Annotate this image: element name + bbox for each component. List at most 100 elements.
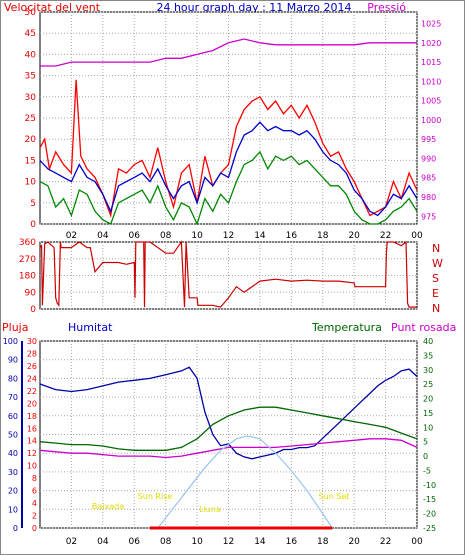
humidity-tick-label: 20 — [8, 487, 18, 496]
humidity-temperature-x-ticks: 02 04 06 08 10 12 14 16 18 20 22 00 — [66, 537, 423, 547]
wind-average-line — [39, 121, 418, 217]
rain-tick-label: 24 — [27, 374, 37, 383]
wind-speed-tick-label: 20 — [25, 135, 37, 145]
x-tick-label: 10 — [191, 231, 203, 241]
compass-label: N — [432, 242, 440, 255]
x-tick-label: 22 — [380, 537, 391, 547]
solar-curve-line — [157, 435, 333, 529]
rain-tick-label: 8 — [32, 474, 37, 483]
rain-tick-label: 14 — [27, 437, 37, 446]
x-tick-label: 18 — [317, 537, 329, 547]
wind-speed-tick-label: 15 — [25, 156, 36, 166]
temperature-ticks: -25 -20 -15 -10 -5 0 5 10 15 20 25 30 35 40 — [423, 337, 436, 533]
wind-speed-tick-label: 30 — [25, 93, 37, 103]
wind-direction-line — [39, 240, 417, 308]
humidity-tick-label: 70 — [8, 393, 18, 402]
rain-tick-label: 30 — [27, 337, 37, 346]
temperature-tick-label: 20 — [423, 395, 433, 404]
humidity-tick-label: 40 — [8, 449, 18, 458]
annotation-baixada: Baixada — [92, 502, 124, 511]
x-tick-label: 06 — [129, 231, 141, 241]
x-tick-label: 08 — [160, 231, 172, 241]
rain-tick-label: 0 — [32, 524, 37, 533]
compass-label: E — [432, 287, 439, 300]
wind-speed-ticks: 0 5 10 15 20 25 30 35 40 45 50 — [25, 8, 37, 230]
humidity-temperature-grid — [40, 340, 418, 529]
wind-low-line — [39, 150, 418, 226]
temperature-tick-label: -5 — [423, 466, 431, 475]
humidity-temperature-series — [39, 366, 418, 530]
dewpoint-line — [39, 438, 418, 459]
wind-direction-tick-label: 360 — [19, 238, 36, 248]
humidity-tick-label: 0 — [13, 524, 18, 533]
temperature-tick-label: -10 — [423, 481, 436, 490]
pressure-tick-label: 975 — [421, 212, 436, 221]
humidity-tick-label: 50 — [8, 431, 18, 440]
x-tick-label: 06 — [129, 537, 141, 547]
temperature-tick-label: 5 — [423, 438, 428, 447]
temperature-tick-label: 30 — [423, 366, 433, 375]
temperature-tick-label: -20 — [423, 510, 436, 519]
compass-label: S — [432, 272, 439, 285]
rain-tick-label: 2 — [32, 512, 37, 521]
wind-speed-tick-label: 50 — [25, 8, 37, 18]
x-tick-label: 02 — [66, 231, 77, 241]
pressure-tick-label: 1025 — [421, 20, 441, 29]
x-tick-label: 20 — [348, 231, 360, 241]
temperature-tick-label: -15 — [423, 495, 436, 504]
x-tick-label: 02 — [66, 537, 77, 547]
wind-speed-axis-title: Velocitat del vent — [4, 1, 101, 14]
temperature-tick-label: 35 — [423, 351, 433, 360]
rain-tick-label: 18 — [27, 412, 37, 421]
x-tick-label: 22 — [380, 231, 391, 241]
chart-title: 24 hour graph day : 11 Marzo 2014 — [156, 1, 351, 14]
annotation-sun-rise: Sun Rise — [138, 492, 173, 501]
temperature-line — [39, 406, 418, 451]
humidity-tick-label: 60 — [8, 412, 18, 421]
x-tick-label: 14 — [254, 537, 266, 547]
rain-tick-label: 6 — [32, 487, 37, 496]
wind-direction-tick-label: 180 — [19, 272, 36, 282]
wind-speed-tick-label: 0 — [30, 220, 36, 230]
x-tick-label: 04 — [97, 537, 109, 547]
pressure-tick-label: 990 — [421, 154, 436, 163]
pressure-tick-label: 1015 — [421, 58, 441, 67]
wind-pressure-series — [39, 38, 418, 226]
temperature-tick-label: -25 — [423, 524, 436, 533]
rain-tick-label: 12 — [27, 449, 37, 458]
x-tick-label: 00 — [411, 537, 423, 547]
pressure-tick-label: 985 — [421, 174, 436, 183]
compass-label: N — [432, 302, 440, 315]
x-tick-label: 12 — [223, 537, 234, 547]
pressure-ticks: 975 980 985 990 995 1000 1005 1010 1015 1020 1025 — [421, 20, 441, 222]
humidity-line — [39, 366, 418, 460]
dewpoint-axis-title: Punt rosada — [391, 321, 456, 334]
rain-tick-label: 10 — [27, 462, 37, 471]
rain-tick-label: 20 — [27, 399, 37, 408]
humidity-tick-label: 80 — [8, 374, 18, 383]
rain-tick-label: 4 — [32, 499, 37, 508]
temperature-tick-label: 25 — [423, 380, 433, 389]
humidity-axis-title: Humitat — [68, 321, 113, 334]
humidity-tick-label: 90 — [8, 356, 18, 365]
annotation-sun-set: Sun Set — [319, 492, 350, 501]
wind-direction-series — [39, 240, 417, 308]
pressure-tick-label: 1010 — [421, 77, 441, 86]
wind-pressure-x-ticks: 02 04 06 08 10 12 14 16 18 20 22 00 — [66, 231, 423, 241]
rain-tick-label: 28 — [27, 349, 37, 358]
wind-direction-tick-label: 0 — [30, 305, 36, 315]
pressure-tick-label: 1020 — [421, 39, 441, 48]
wind-speed-tick-label: 40 — [25, 50, 37, 60]
rain-tick-label: 22 — [27, 387, 37, 396]
x-tick-label: 14 — [254, 231, 266, 241]
x-tick-label: 08 — [160, 537, 172, 547]
compass-label: W — [432, 257, 443, 270]
x-tick-label: 10 — [191, 537, 203, 547]
